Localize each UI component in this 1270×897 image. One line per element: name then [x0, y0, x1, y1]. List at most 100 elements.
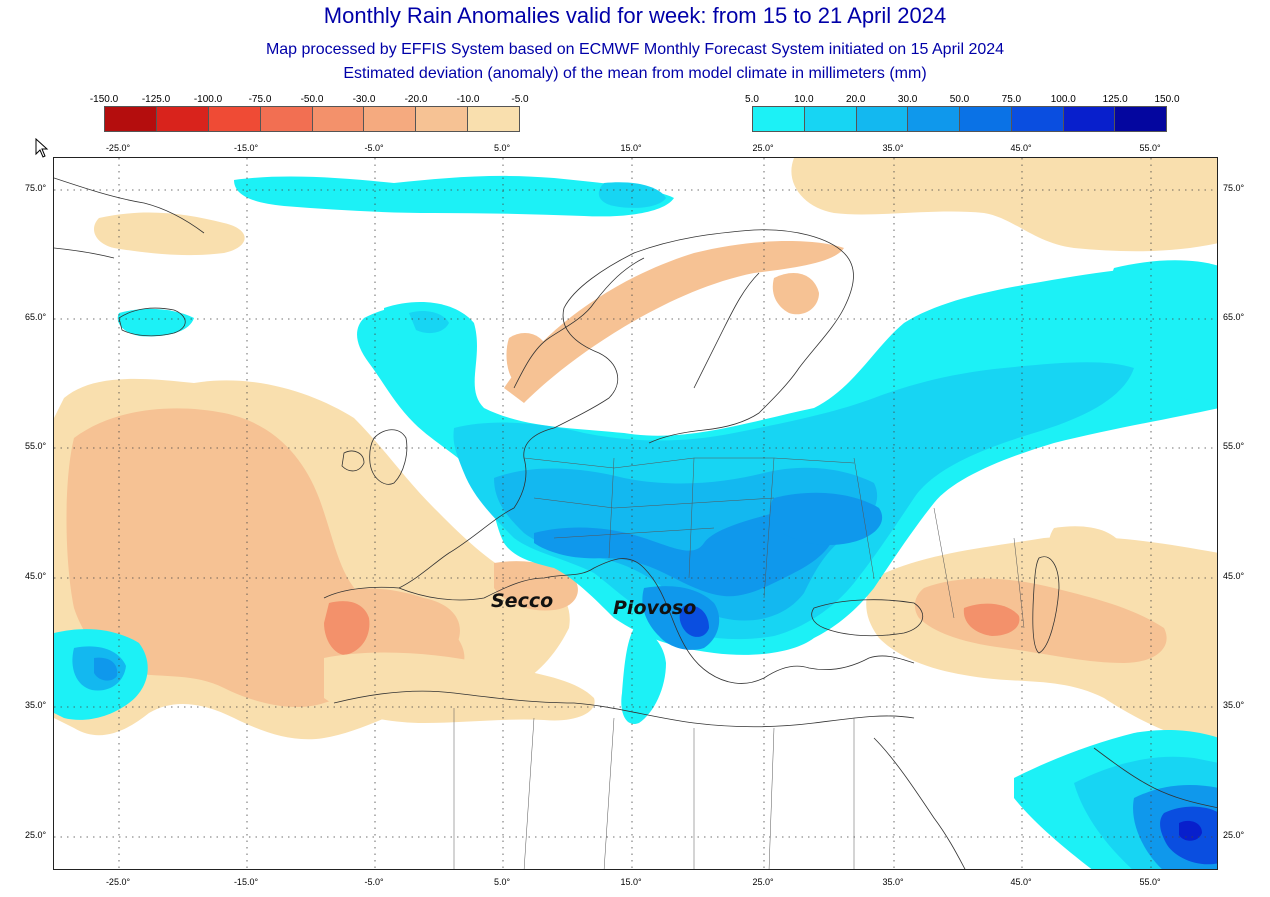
longitude-label: -5.0°: [364, 143, 384, 153]
alps-wet-deep: [534, 507, 837, 597]
legend-tick-label: 30.0: [897, 94, 918, 105]
france-dry: [494, 561, 578, 611]
finland-dry: [772, 273, 819, 315]
russia-wet-right: [1109, 260, 1217, 408]
arctic-wet-top: [234, 175, 674, 217]
longitude-label: -25.0°: [105, 877, 131, 887]
legend-tick-label: -20.0: [404, 94, 428, 105]
coastlines: [54, 177, 1217, 869]
legend-color-swatch: [364, 107, 417, 131]
legend-color-swatch: [416, 107, 469, 131]
legend-tick-label: 75.0: [1001, 94, 1022, 105]
latitude-label: 75.0°: [25, 183, 47, 193]
legend-tick-label: -30.0: [352, 94, 376, 105]
longitude-label: 45.0°: [1010, 143, 1032, 153]
coastline-red-sea: [873, 737, 966, 869]
latitude-label: 65.0°: [25, 312, 47, 322]
legend-tick-label: -5.0: [511, 94, 529, 105]
longitude-label: 55.0°: [1139, 143, 1161, 153]
legend-tick-label: 100.0: [1050, 94, 1076, 105]
north-sea-wet-mid: [409, 311, 449, 334]
legend-tick-label: -50.0: [300, 94, 324, 105]
longitude-label: -15.0°: [233, 877, 259, 887]
latitude-label: 45.0°: [25, 571, 47, 581]
coastline-greenland: [54, 177, 205, 259]
coastline-black-sea: [811, 599, 924, 637]
legend-color-swatch: [208, 107, 261, 131]
legend-tick-label: -100.0: [193, 94, 223, 105]
coastline-ireland: [341, 450, 365, 472]
legend-tick-label: 10.0: [794, 94, 814, 105]
map-subtitle: Map processed by EFFIS System based on E…: [265, 41, 1005, 58]
latitude-label: 75.0°: [1223, 183, 1245, 193]
legend-dry: -150.0 -125.0 -100.0 -75.0 -50.0 -30.0 -20.0 -1…: [90, 94, 529, 134]
mouse-pointer-icon: [35, 138, 49, 158]
longitude-label: 25.0°: [752, 877, 774, 887]
near-east-dry-strong: [963, 603, 1020, 636]
legend-color-swatch: [1063, 107, 1116, 131]
legend-color-swatch: [856, 107, 909, 131]
coastline-iceland: [118, 307, 186, 337]
dry-annotation: Secco: [491, 590, 554, 612]
longitude-label: 35.0°: [882, 143, 904, 153]
legend-color-swatch: [1115, 107, 1166, 131]
iberia-dry-core: [324, 601, 370, 655]
legend-color-swatch: [156, 107, 209, 131]
legend-wet: 5.0 10.0 20.0 30.0 50.0 75.0 100.0 125.0 150.0: [745, 94, 1180, 134]
near-east-dry-core: [914, 578, 1167, 663]
longitude-label: 15.0°: [620, 877, 642, 887]
legend-color-swatch: [260, 107, 313, 131]
iceland-wet: [117, 308, 194, 337]
legend-tick-label: -125.0: [141, 94, 171, 105]
latitude-label: 25.0°: [1223, 830, 1245, 840]
map-description: Estimated deviation (anomaly) of the mea…: [343, 65, 927, 82]
coastline-british-isles: [369, 429, 408, 485]
map-panel[interactable]: Secco Piovoso: [53, 157, 1218, 870]
legend-wet-ticks: 5.0 10.0 20.0 30.0 50.0 75.0 100.0 125.0 150.0: [745, 94, 1179, 106]
legend-color-swatch: [312, 107, 365, 131]
longitude-label: 45.0°: [1010, 877, 1032, 887]
legend-tick-label: 50.0: [949, 94, 970, 105]
map-svg: [54, 158, 1217, 869]
legend-color-swatch: [753, 107, 805, 131]
latitude-label: 35.0°: [25, 700, 47, 710]
scandinavia-dry: [504, 241, 844, 403]
ukraine-wet: [769, 492, 883, 545]
longitude-label: 25.0°: [752, 143, 774, 153]
coastline-europe: [323, 229, 854, 599]
legend-tick-label: -75.0: [248, 94, 272, 105]
longitude-label: 55.0°: [1139, 877, 1161, 887]
latitude-label: 55.0°: [25, 441, 47, 451]
longitude-label: 35.0°: [882, 877, 904, 887]
latitude-label: 35.0°: [1223, 700, 1245, 710]
latitude-label: 55.0°: [1223, 441, 1245, 451]
arctic-dry: [791, 158, 1217, 252]
latitude-label: 65.0°: [1223, 312, 1245, 322]
coastline-scandinavia-west: [513, 257, 645, 389]
map-title: Monthly Rain Anomalies valid for week: f…: [323, 3, 947, 28]
legend-tick-label: 5.0: [745, 94, 759, 105]
arctic-dry-left: [94, 212, 245, 256]
latitude-label: 45.0°: [1223, 571, 1245, 581]
legend-tick-label: -150.0: [89, 94, 119, 105]
legend-tick-label: 125.0: [1102, 94, 1128, 105]
latitude-label: 25.0°: [25, 830, 47, 840]
arabia-wet-max: [1179, 820, 1202, 841]
longitude-label: -5.0°: [364, 877, 384, 887]
coastline-north-africa: [333, 690, 915, 728]
norway-dry-south: [506, 333, 549, 387]
legend-color-swatch: [908, 107, 960, 131]
caspian-dry: [1049, 526, 1124, 570]
arctic-wet-top-mid: [598, 182, 666, 208]
legend-dry-bar: [104, 106, 520, 132]
legend-color-swatch: [105, 107, 157, 131]
legend-color-swatch: [960, 107, 1012, 131]
legend-color-swatch: [1011, 107, 1064, 131]
wet-anomaly-regions: [54, 175, 1217, 869]
legend-tick-label: 150.0: [1154, 94, 1180, 105]
coastline-gulf-of-bothnia: [693, 272, 760, 389]
azores-wet-core: [94, 657, 118, 681]
dry-anomaly-regions: [54, 158, 1217, 748]
legend-color-swatch: [804, 107, 857, 131]
coastline-persian-gulf: [1093, 747, 1217, 808]
